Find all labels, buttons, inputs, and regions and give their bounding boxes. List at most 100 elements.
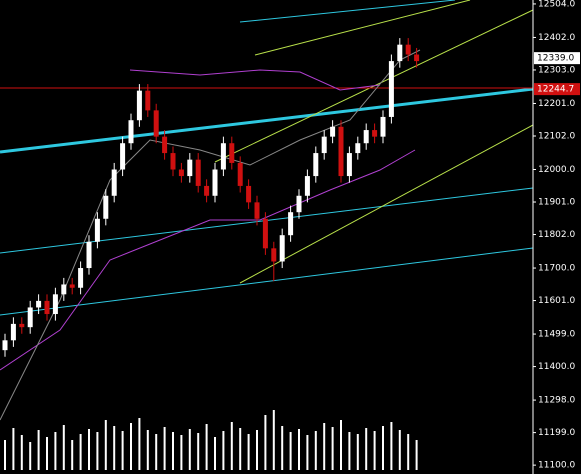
y-tick-label: 12000.0 (538, 165, 575, 175)
candle-body (153, 110, 159, 137)
volume-bar (214, 437, 216, 470)
y-tick-label: 11298.0 (538, 396, 575, 406)
candle-body (128, 120, 134, 144)
candle-body (69, 284, 75, 288)
volume-bar (113, 426, 116, 470)
volume-bar (348, 432, 351, 470)
candle-body (346, 153, 352, 177)
candle-body (279, 235, 285, 262)
volume-bar (180, 435, 183, 470)
candle-body (195, 159, 201, 186)
candle-body (237, 162, 243, 186)
volume-bar (281, 426, 284, 470)
y-tick-label: 11400.0 (538, 362, 575, 372)
candle-body (111, 169, 117, 196)
volume-bar (96, 432, 99, 470)
candle-body (338, 126, 344, 177)
volume-bar (306, 435, 309, 470)
price-marker (534, 52, 580, 65)
volume-bar (264, 415, 267, 470)
moving-average (129, 69, 381, 91)
volume-bar (4, 440, 6, 470)
candle-body (78, 268, 84, 288)
candle-body (363, 130, 369, 144)
volume-bar (20, 435, 23, 470)
volume-bar (230, 422, 233, 470)
volume-bar (163, 427, 166, 470)
volume-bar (340, 420, 342, 470)
moving-average (0, 149, 416, 371)
y-tick-label: 11700.0 (538, 264, 575, 274)
volume-bar (12, 428, 15, 470)
candle-body (170, 153, 176, 170)
candle-body (145, 90, 151, 111)
volume-bar (272, 410, 275, 470)
candle-body (220, 143, 226, 170)
candle-body (355, 143, 361, 154)
volume-bar (298, 429, 300, 470)
volume-bar (29, 442, 32, 470)
candle-body (388, 61, 394, 117)
volume-bar (155, 434, 158, 470)
volume-bar (398, 430, 401, 470)
candle-body (372, 130, 378, 137)
volume-bar (415, 440, 418, 470)
candle-body (178, 169, 184, 177)
volume-bar (390, 422, 393, 470)
candle-body (229, 143, 235, 163)
candle-body (288, 212, 294, 236)
volume-bar (289, 432, 292, 470)
volume-bar (37, 430, 40, 470)
volume-bar (356, 434, 359, 470)
volume-bar (323, 423, 326, 470)
candle-body (2, 340, 8, 351)
candle-body (136, 90, 142, 121)
y-tick-label: 12402.0 (538, 33, 575, 43)
price-marker (534, 83, 580, 96)
volume-bar (247, 434, 250, 470)
volume-bar (104, 420, 107, 470)
candle-body (19, 323, 25, 328)
volume-bar (331, 427, 334, 470)
volume-bar (79, 434, 82, 470)
volume-bar (138, 418, 141, 470)
candle-body (86, 241, 92, 269)
volume-bar (71, 440, 74, 470)
volume-bar (222, 431, 225, 470)
candle-body (380, 116, 386, 137)
volume-bar (373, 431, 376, 470)
candle-body (304, 176, 310, 196)
trend-line (0, 247, 534, 316)
volume-bar (197, 433, 200, 470)
trend-line (239, 124, 534, 284)
y-tick-label: 12504.0 (538, 0, 575, 9)
candle-body (212, 169, 218, 196)
candle-body (204, 185, 210, 196)
volume-bar (205, 424, 208, 470)
volume-bar (88, 429, 90, 470)
volume-bar (365, 428, 368, 470)
volume-bar (121, 431, 124, 470)
volume-bar (130, 423, 132, 470)
candle-body (296, 195, 302, 213)
volume-bar (239, 428, 242, 470)
candle-body (414, 54, 420, 62)
volume-bar (314, 431, 317, 470)
trend-line (254, 0, 471, 56)
candle-body (36, 300, 42, 308)
candle-body (120, 143, 126, 170)
volume-bar (407, 434, 410, 470)
candle-body (10, 323, 16, 341)
candle-body (162, 136, 168, 154)
candle-body (103, 195, 109, 219)
y-tick-label: 12201.0 (538, 99, 575, 109)
volume-bar (382, 426, 384, 470)
y-tick-label: 11802.0 (538, 230, 575, 240)
candle-body (313, 153, 319, 177)
volume-bar (46, 437, 48, 470)
price-marker-label: 12339.0 (537, 54, 574, 64)
volume-bar (146, 430, 149, 470)
candle-body (405, 44, 411, 55)
candle-body (321, 136, 327, 154)
volume-bar (172, 432, 174, 470)
